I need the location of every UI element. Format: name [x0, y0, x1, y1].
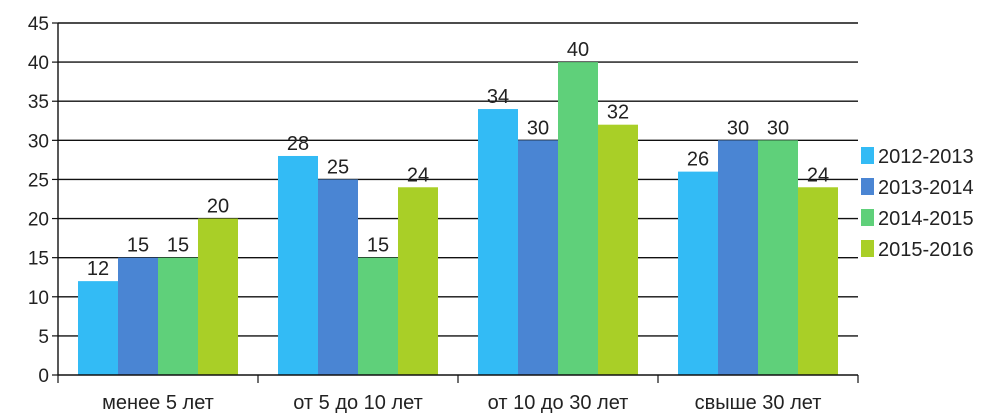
- y-tick-label: 5: [38, 327, 49, 348]
- bar: [158, 257, 198, 375]
- bar: [318, 179, 358, 375]
- x-category-label: свыше 30 лет: [695, 392, 822, 414]
- data-label: 25: [327, 156, 349, 178]
- legend-swatch: [861, 178, 874, 195]
- bar: [478, 109, 518, 376]
- legend-label: 2014-2015: [878, 208, 974, 230]
- bar: [558, 62, 598, 375]
- data-labels: 12 28 34 26 15 25 30 30 15 15 40 30 20 24 32 24: [87, 39, 829, 280]
- bars: [78, 62, 838, 376]
- data-label: 34: [487, 86, 509, 108]
- data-label: 30: [767, 117, 789, 139]
- bar: [758, 140, 798, 375]
- bar: [398, 187, 438, 375]
- x-axis-categories: менее 5 лет от 5 до 10 лет от 10 до 30 лет…: [57, 375, 859, 414]
- y-tick-label: 35: [28, 92, 49, 113]
- legend-label: 2013-2014: [878, 177, 974, 199]
- y-tick-label: 20: [28, 210, 49, 231]
- data-label: 32: [607, 102, 629, 124]
- y-tick-label: 40: [28, 53, 49, 74]
- bar: [678, 171, 718, 375]
- bar: [278, 155, 318, 375]
- bar: [118, 257, 158, 375]
- data-label: 28: [287, 133, 309, 155]
- data-label: 24: [407, 164, 429, 186]
- y-tick-label: 10: [28, 288, 49, 309]
- y-tick-label: 15: [28, 249, 49, 270]
- legend-swatch: [861, 147, 874, 164]
- y-tick-label: 0: [38, 366, 49, 387]
- y-axis-ticks: 0 5 10 15 20 25 30 35 40 45: [28, 14, 58, 387]
- data-label: 40: [567, 39, 589, 61]
- bar: [718, 140, 758, 375]
- legend-swatch: [861, 209, 874, 226]
- bar: [798, 187, 838, 375]
- data-label: 20: [207, 196, 229, 218]
- legend-swatch: [861, 240, 874, 257]
- bar: [518, 140, 558, 375]
- data-label: 15: [367, 235, 389, 257]
- x-category-label: от 5 до 10 лет: [293, 392, 423, 414]
- bar: [198, 218, 238, 375]
- data-label: 24: [807, 164, 829, 186]
- x-category-label: менее 5 лет: [102, 392, 214, 414]
- x-category-label: от 10 до 30 лет: [488, 392, 629, 414]
- y-tick-label: 30: [28, 131, 49, 152]
- y-tick-label: 25: [28, 170, 49, 191]
- legend: 2012-2013 2013-2014 2014-2015 2015-2016: [861, 146, 974, 261]
- bar: [78, 281, 118, 375]
- data-label: 30: [727, 117, 749, 139]
- legend-label: 2015-2016: [878, 239, 974, 261]
- data-label: 15: [167, 235, 189, 257]
- data-label: 26: [687, 149, 709, 171]
- legend-label: 2012-2013: [878, 146, 974, 168]
- data-label: 15: [127, 235, 149, 257]
- data-label: 12: [87, 258, 109, 280]
- y-tick-label: 45: [28, 14, 49, 35]
- bar: [358, 257, 398, 375]
- data-label: 30: [527, 117, 549, 139]
- bar: [598, 124, 638, 375]
